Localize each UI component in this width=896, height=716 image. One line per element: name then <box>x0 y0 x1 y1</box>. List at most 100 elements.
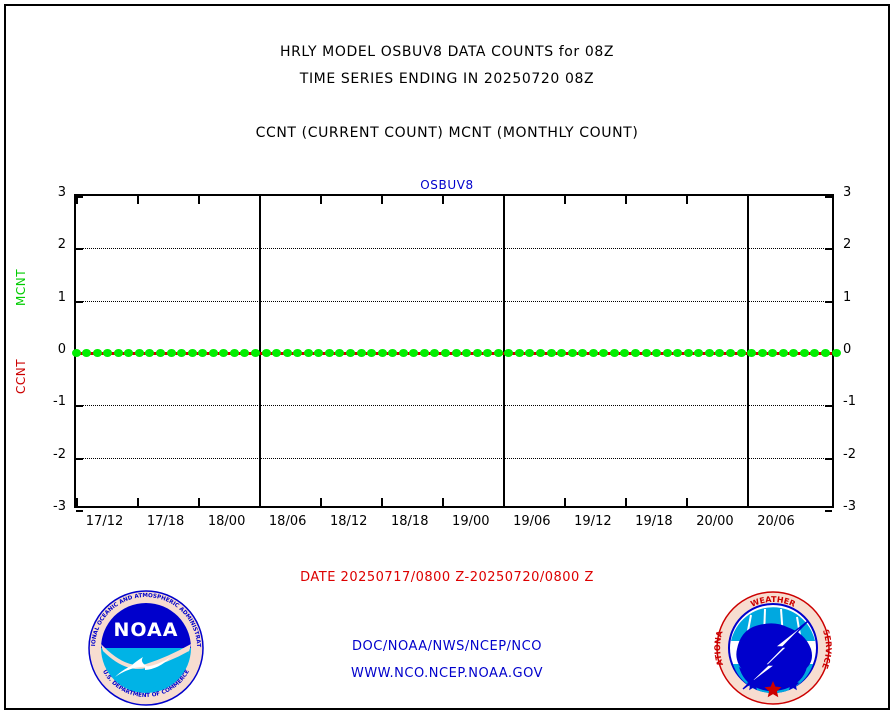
gridline-y <box>76 248 832 250</box>
series-marker-mcnt <box>71 349 81 357</box>
series-marker-mcnt <box>620 349 630 357</box>
series-marker-mcnt <box>440 349 450 357</box>
gridline-y <box>76 405 832 407</box>
series-marker-mcnt <box>810 349 820 357</box>
svg-text:NOAA: NOAA <box>114 619 179 641</box>
series-marker-mcnt <box>736 349 746 357</box>
series-legend-label: OSBUV8 <box>420 178 474 192</box>
series-marker-mcnt <box>419 349 429 357</box>
x-axis-label: 19/18 <box>635 514 673 529</box>
y-axis-label-right: -1 <box>843 394 856 410</box>
x-axis-tick <box>686 196 689 204</box>
series-marker-mcnt <box>567 349 577 357</box>
series-marker-mcnt <box>683 349 693 357</box>
series-marker-mcnt <box>747 349 757 357</box>
series-marker-mcnt <box>462 349 472 357</box>
series-marker-mcnt <box>673 349 683 357</box>
date-range-text: DATE 20250717/0800 Z-20250720/0800 Z <box>300 570 594 585</box>
y-axis-label-right: -2 <box>843 446 856 462</box>
y-axis-label-right: 1 <box>843 289 852 305</box>
nws-logo: WEATHER NATIONAL SERVICE <box>713 589 833 705</box>
x-axis-label: 19/06 <box>513 514 551 529</box>
series-marker-mcnt <box>166 349 176 357</box>
series-marker-mcnt <box>187 349 197 357</box>
chart-title-line1: HRLY MODEL OSBUV8 DATA COUNTS for 08Z <box>279 44 615 60</box>
x-axis-tick <box>381 498 384 506</box>
x-axis-tick <box>686 498 689 506</box>
series-marker-mcnt <box>82 349 92 357</box>
y-axis-label-left: 2 <box>57 237 66 253</box>
y-axis-label-left: -3 <box>53 499 66 514</box>
series-marker-mcnt <box>219 349 229 357</box>
x-axis-tick <box>76 498 78 506</box>
gridline-y <box>76 457 832 459</box>
series-marker-mcnt <box>704 349 714 357</box>
series-marker-mcnt <box>715 349 725 357</box>
series-marker-mcnt <box>335 349 345 357</box>
x-axis-tick <box>442 196 445 204</box>
series-marker-mcnt <box>145 349 155 357</box>
series-marker-mcnt <box>725 349 735 357</box>
x-axis-tick <box>76 196 78 204</box>
series-marker-mcnt <box>240 349 250 357</box>
x-axis-tick <box>320 196 323 204</box>
x-axis-label: 19/00 <box>452 514 490 529</box>
x-axis-label: 18/18 <box>391 514 429 529</box>
y-axis-tick <box>76 405 83 408</box>
y-axis-title-mcnt: MCNT <box>14 268 28 306</box>
series-marker-mcnt <box>504 349 514 357</box>
y-axis-tick <box>825 248 832 251</box>
series-marker-mcnt <box>799 349 809 357</box>
y-axis-label-right: 2 <box>843 237 852 253</box>
y-axis-tick <box>76 248 83 251</box>
series-marker-mcnt <box>92 349 102 357</box>
series-marker-mcnt <box>198 349 208 357</box>
y-axis-tick <box>825 510 832 512</box>
series-marker-mcnt <box>525 349 535 357</box>
x-axis-label: 19/12 <box>574 514 612 529</box>
footer-url: WWW.NCO.NCEP.NOAA.GOV <box>350 666 544 681</box>
series-marker-mcnt <box>820 349 830 357</box>
series-marker-mcnt <box>250 349 260 357</box>
y-axis-label-left: 3 <box>57 185 66 200</box>
series-marker-mcnt <box>377 349 387 357</box>
series-marker-mcnt <box>546 349 556 357</box>
svg-text:WEATHER: WEATHER <box>749 595 797 609</box>
series-marker-mcnt <box>208 349 218 357</box>
series-marker-mcnt <box>451 349 461 357</box>
x-axis-tick <box>381 196 384 204</box>
x-axis-label: 17/12 <box>85 514 124 529</box>
series-marker-mcnt <box>609 349 619 357</box>
series-marker-mcnt <box>514 349 524 357</box>
svg-text:SERVICE: SERVICE <box>820 628 833 670</box>
x-axis-tick <box>564 196 567 204</box>
x-axis-tick <box>442 498 445 506</box>
series-marker-mcnt <box>272 349 282 357</box>
series-marker-mcnt <box>662 349 672 357</box>
series-marker-mcnt <box>493 349 503 357</box>
series-marker-mcnt <box>630 349 640 357</box>
y-axis-label-right: 0 <box>843 342 852 357</box>
y-axis-tick <box>825 196 832 198</box>
series-marker-mcnt <box>757 349 767 357</box>
series-marker-mcnt <box>229 349 239 357</box>
chart-plot-area <box>71 194 841 512</box>
y-axis-tick <box>76 196 83 198</box>
series-marker-mcnt <box>578 349 588 357</box>
series-marker-mcnt <box>388 349 398 357</box>
footer-organization: DOC/NOAA/NWS/NCEP/NCO <box>352 639 542 654</box>
series-marker-mcnt <box>261 349 271 357</box>
y-axis-tick <box>76 510 83 512</box>
day-boundary-line <box>259 196 262 506</box>
x-axis-tick <box>564 498 567 506</box>
series-marker-mcnt <box>345 349 355 357</box>
x-axis-tick <box>137 196 140 204</box>
series-marker-mcnt <box>535 349 545 357</box>
series-marker-mcnt <box>599 349 609 357</box>
y-axis-label-right: -3 <box>843 499 856 514</box>
series-marker-mcnt <box>367 349 377 357</box>
series-marker-mcnt <box>177 349 187 357</box>
gridline-y <box>76 300 832 302</box>
series-marker-mcnt <box>134 349 144 357</box>
series-marker-mcnt <box>155 349 165 357</box>
